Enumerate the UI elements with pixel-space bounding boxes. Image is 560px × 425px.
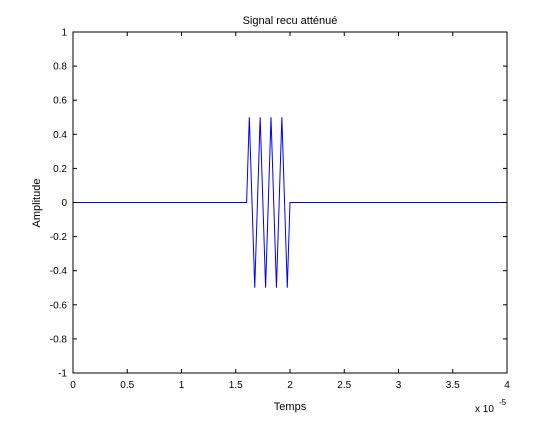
y-tick-label: -0.6 [50,300,68,311]
series-layer [73,117,507,288]
x-tick-label: 2 [287,380,293,391]
series-line-0 [73,117,507,288]
x-tick-label: 3.5 [446,380,460,391]
y-tick-label: 0 [61,198,67,209]
y-tick-label: 1 [61,28,67,39]
x-tick-label: 0.5 [120,380,134,391]
x-tick-label: 0 [70,380,76,391]
x-tick-label: 1.5 [229,380,243,391]
y-tick-label: -0.2 [50,232,68,243]
x-tick-label: 2.5 [337,380,351,391]
y-tick-label: 0.4 [53,130,67,141]
x-axis-exponent-power: -5 [499,398,507,407]
y-tick-label: 0.8 [53,62,67,73]
y-tick-label: -0.8 [50,334,68,345]
x-tick-label: 1 [179,380,185,391]
y-tick-label: -0.4 [50,266,68,277]
y-axis-ticks: 1 0.8 0.6 0.4 0.2 0 -0.2 -0.4 -0.6 -0.8 -1 [50,28,507,380]
x-axis-exponent-base: x 10 [475,404,494,415]
x-axis-ticks: 0 0.5 1 1.5 2 2.5 3 3.5 4 [70,32,510,391]
y-tick-label: 0.2 [53,164,67,175]
x-tick-label: 4 [504,380,510,391]
y-axis-label: Amplitude [31,179,43,228]
chart-title: Signal recu atténué [243,15,338,27]
x-axis-label: Temps [274,401,307,413]
y-tick-label: 0.6 [53,96,67,107]
x-tick-label: 3 [396,380,402,391]
y-tick-label: -1 [58,369,67,380]
